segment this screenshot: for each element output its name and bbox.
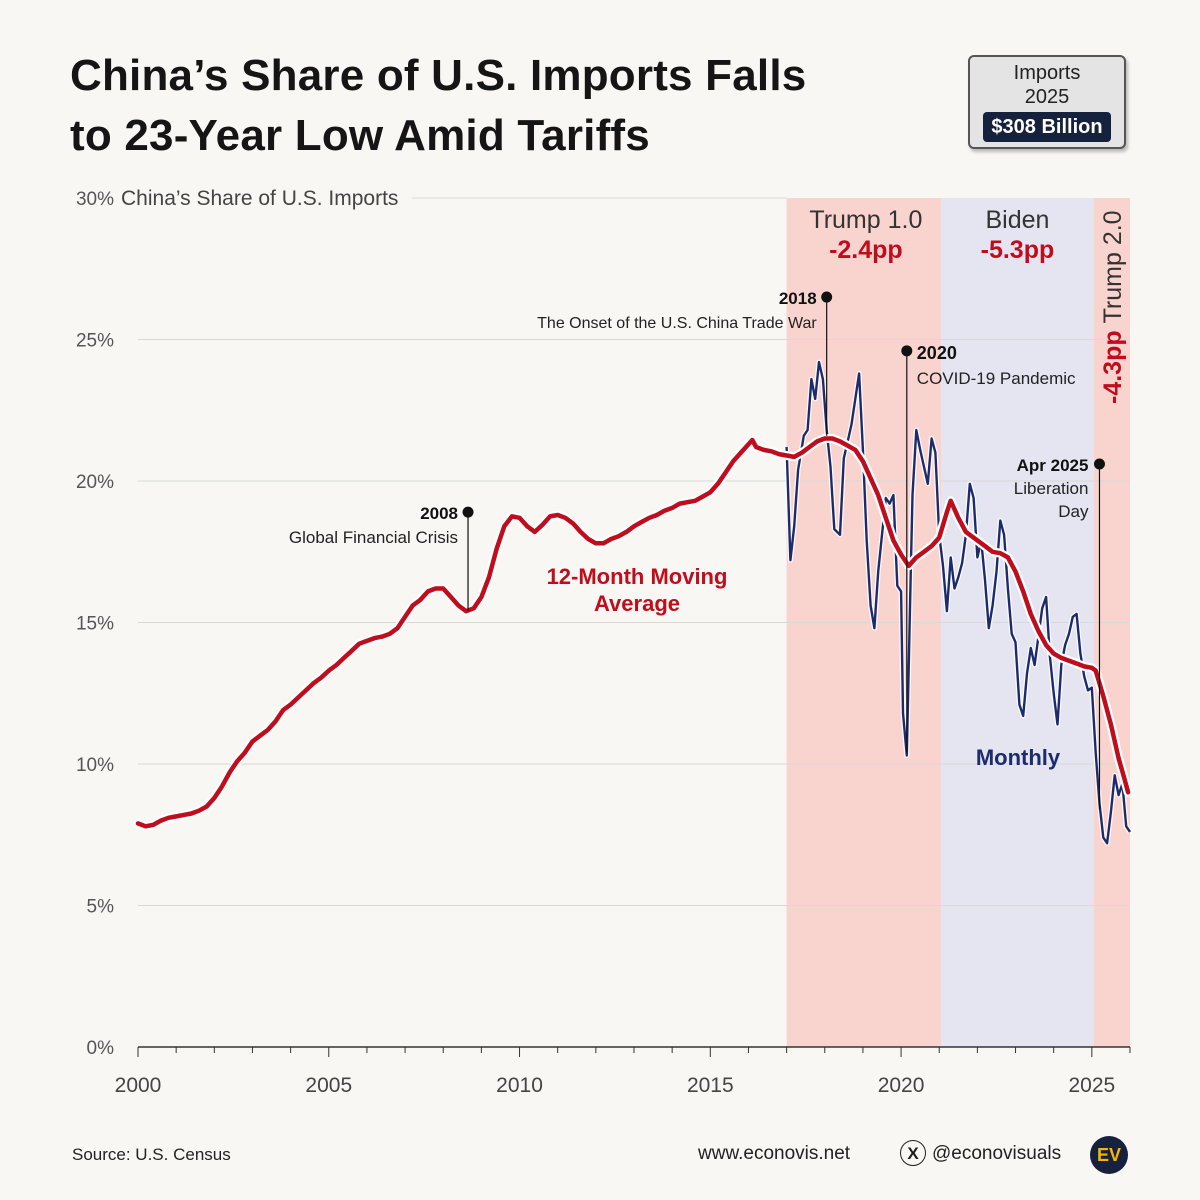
period-name-trump1: Trump 1.0 [809,206,922,234]
econovis-logo: EV [1090,1136,1128,1174]
annotation-dot-2008 [462,506,474,518]
y-axis-title: China’s Share of U.S. Imports [121,187,398,210]
period-change-trump1: -2.4pp [829,236,903,264]
y-tick-label-15: 15% [76,614,114,635]
y-tick-label-20: 20% [76,472,114,493]
annotation-text-2008: Global Financial Crisis [289,528,458,547]
y-tick-label-10: 10% [76,755,114,776]
gridlines-group: 0% 5% 10% 15% 20% 25% 30% China’s Share of U.S.… [76,187,1130,1059]
period-name-trump2: Trump 2.0 [1099,210,1127,323]
annotation-year-2025: Apr 2025 [1017,456,1089,475]
y-tick-label-25: 25% [76,331,114,352]
annotation-text-2018: The Onset of the U.S. China Trade War [537,315,817,332]
annotation-year-2008: 2008 [420,504,458,523]
title-line-1: China’s Share of U.S. Imports Falls [70,51,807,100]
imports-badge: Imports 2025 $308 Billion [968,55,1126,149]
website-link[interactable]: www.econovis.net [698,1143,851,1164]
social-handle[interactable]: @econovisuals [932,1143,1062,1164]
title-line-2: to 23-Year Low Amid Tariffs [70,111,650,160]
badge-value: $308 Billion [983,112,1111,142]
source-note: Source: U.S. Census [72,1145,231,1164]
x-tick-label-2020: 2020 [878,1074,925,1097]
annotation-year-2020: 2020 [917,343,957,363]
period-change-trump2: -4.3pp [1099,323,1127,404]
badge-label: Imports [1013,62,1081,84]
x-tick-label-2000: 2000 [115,1074,162,1097]
y-tick-label-0: 0% [87,1038,115,1059]
x-logo-icon: X [900,1140,926,1166]
moving-average-label-line1: 12-Month Moving [547,564,728,589]
monthly-label: Monthly [976,745,1061,770]
annotation-year-2018: 2018 [779,289,817,308]
x-tick-label-2025: 2025 [1068,1074,1115,1097]
labels-group: Trump 1.0-2.4pp Biden-5.3pp -4.3pp Trump 2… [547,206,1127,770]
x-axis: 2000 2005 2010 2015 2020 2025 [115,1046,1131,1097]
annotation-dot-2025 [1093,458,1105,470]
annotation-text-2020: COVID-19 Pandemic [917,369,1076,388]
annotation-dot-2020 [901,345,913,357]
x-tick-label-2015: 2015 [687,1074,734,1097]
y-tick-label-5: 5% [87,897,115,918]
series-group [133,359,1133,846]
period-name-biden: Biden [985,206,1049,234]
page-title: China’s Share of U.S. Imports Falls to 2… [70,46,930,166]
y-tick-label-30: 30% [76,189,114,210]
badge-year: 2025 [1024,86,1070,108]
moving-average-line [135,436,1131,829]
annotation-text-2025-line1: Liberation [1014,479,1089,498]
x-tick-label-2010: 2010 [496,1074,543,1097]
annotation-text-2025-line2: Day [1058,502,1089,521]
annotation-dot-2018 [821,291,833,303]
annotations-group: 2008 Global Financial Crisis 2018 The Onset… [289,289,1105,810]
x-tick-label-2005: 2005 [305,1074,352,1097]
period-label-trump2: -4.3pp Trump 2.0 [1099,210,1127,404]
moving-average-label-line2: Average [594,591,680,616]
period-change-biden: -5.3pp [981,236,1055,264]
